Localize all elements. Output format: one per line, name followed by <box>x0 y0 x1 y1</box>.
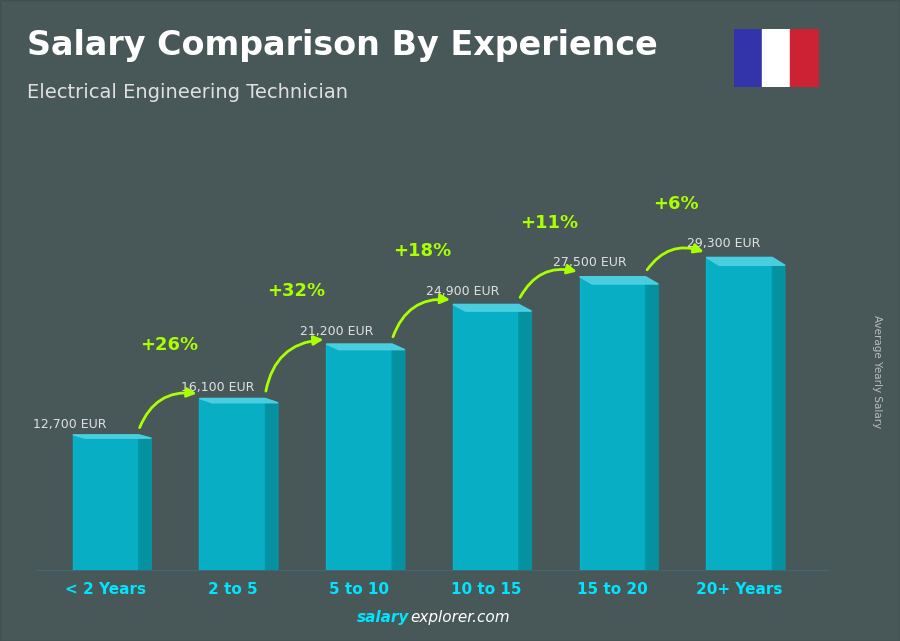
Text: explorer.com: explorer.com <box>410 610 510 625</box>
Text: Average Yearly Salary: Average Yearly Salary <box>872 315 883 428</box>
Polygon shape <box>518 304 532 570</box>
Polygon shape <box>73 435 151 438</box>
Bar <box>790 29 819 87</box>
Text: 27,500 EUR: 27,500 EUR <box>553 256 626 269</box>
Polygon shape <box>326 344 392 570</box>
Text: Electrical Engineering Technician: Electrical Engineering Technician <box>27 83 348 103</box>
Text: +32%: +32% <box>266 282 325 300</box>
Polygon shape <box>453 304 532 311</box>
Polygon shape <box>706 258 785 265</box>
Text: 29,300 EUR: 29,300 EUR <box>688 237 760 249</box>
Text: salary: salary <box>357 610 410 625</box>
Polygon shape <box>453 304 518 570</box>
Polygon shape <box>266 399 278 570</box>
Bar <box>762 29 790 87</box>
Text: +6%: +6% <box>653 196 698 213</box>
Text: +26%: +26% <box>140 337 198 354</box>
Text: +18%: +18% <box>393 242 452 260</box>
Polygon shape <box>200 399 266 570</box>
Text: 21,200 EUR: 21,200 EUR <box>300 326 373 338</box>
Polygon shape <box>73 435 139 570</box>
Text: 24,900 EUR: 24,900 EUR <box>427 285 500 298</box>
Text: Salary Comparison By Experience: Salary Comparison By Experience <box>27 29 658 62</box>
Text: 16,100 EUR: 16,100 EUR <box>181 381 254 394</box>
Polygon shape <box>200 399 278 403</box>
Polygon shape <box>580 277 658 284</box>
Polygon shape <box>645 277 658 570</box>
Polygon shape <box>139 435 151 570</box>
Text: 12,700 EUR: 12,700 EUR <box>33 419 107 431</box>
Text: +11%: +11% <box>520 215 579 233</box>
Polygon shape <box>326 344 405 350</box>
Polygon shape <box>706 258 772 570</box>
Polygon shape <box>772 258 785 570</box>
Bar <box>734 29 762 87</box>
Polygon shape <box>580 277 645 570</box>
Polygon shape <box>392 344 405 570</box>
